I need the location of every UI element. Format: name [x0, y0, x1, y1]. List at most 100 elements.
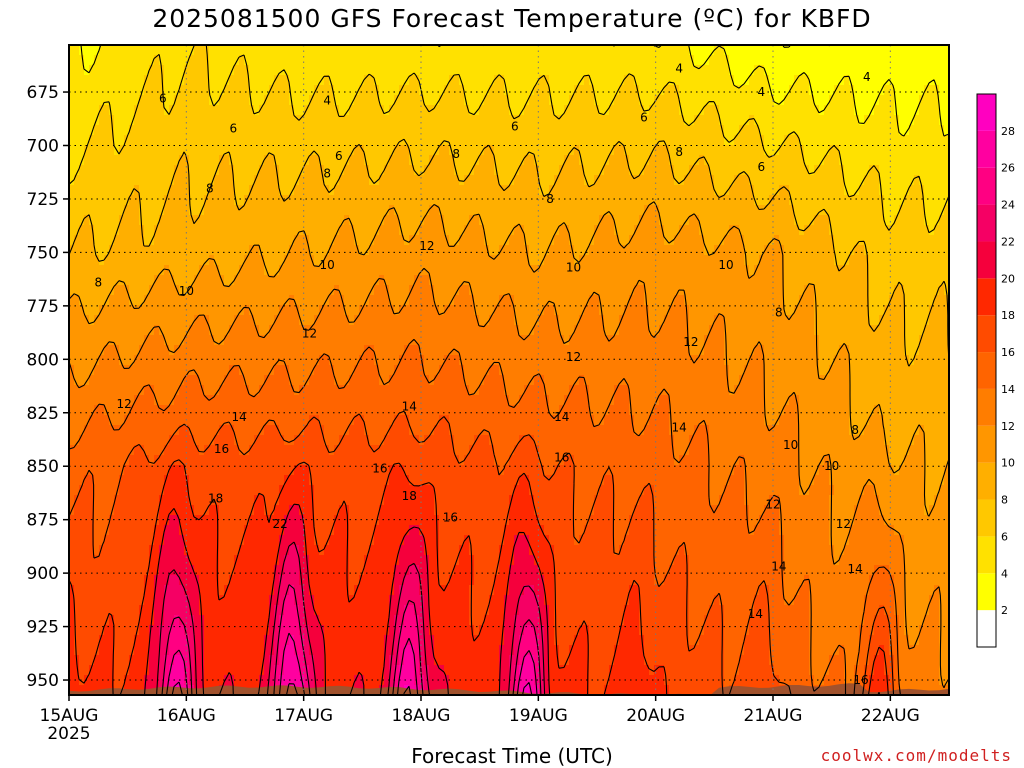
field-cell — [144, 45, 150, 56]
field-cell — [259, 245, 265, 256]
field-cell — [849, 225, 855, 236]
field-cell — [449, 95, 455, 106]
field-cell — [494, 255, 500, 266]
field-cell — [794, 265, 800, 276]
field-cell — [589, 175, 595, 186]
field-cell — [579, 145, 585, 156]
field-cell — [344, 325, 350, 336]
field-cell — [309, 65, 315, 76]
field-cell — [799, 215, 805, 226]
field-cell — [714, 145, 720, 156]
field-cell — [224, 115, 230, 126]
field-cell — [604, 45, 610, 56]
field-cell — [564, 205, 570, 216]
field-cell — [234, 175, 240, 186]
field-cell — [199, 95, 205, 106]
field-cell — [859, 195, 865, 206]
field-cell — [564, 125, 570, 136]
field-cell — [294, 265, 300, 276]
field-cell — [119, 55, 125, 66]
field-cell — [689, 265, 695, 276]
field-cell — [734, 305, 740, 316]
field-cell — [279, 315, 285, 326]
field-cell — [939, 115, 945, 126]
field-cell — [469, 115, 475, 126]
field-cell — [684, 105, 690, 116]
field-cell — [524, 285, 530, 296]
field-cell — [159, 315, 165, 326]
field-cell — [719, 75, 725, 86]
field-cell — [849, 215, 855, 226]
field-cell — [434, 95, 440, 106]
field-cell — [439, 145, 445, 156]
field-cell — [134, 265, 140, 276]
field-cell — [294, 325, 300, 336]
field-cell — [79, 105, 85, 116]
field-cell — [114, 95, 120, 106]
field-cell — [664, 135, 670, 146]
field-cell — [914, 245, 920, 256]
field-cell — [744, 175, 750, 186]
field-cell — [659, 115, 665, 126]
field-cell — [134, 325, 140, 336]
field-cell — [854, 95, 860, 106]
field-cell — [869, 195, 875, 206]
field-cell — [464, 235, 470, 246]
field-cell — [739, 75, 745, 86]
field-cell — [194, 115, 200, 126]
field-cell — [219, 55, 225, 66]
field-cell — [779, 165, 785, 176]
field-cell — [379, 185, 385, 196]
field-cell — [279, 195, 285, 206]
field-cell — [179, 95, 185, 106]
field-cell — [179, 45, 185, 56]
field-cell — [794, 285, 800, 296]
field-cell — [234, 245, 240, 256]
field-cell — [514, 125, 520, 136]
field-cell — [824, 235, 830, 246]
field-cell — [634, 215, 640, 226]
field-cell — [559, 135, 565, 146]
field-cell — [189, 135, 195, 146]
field-cell — [914, 225, 920, 236]
field-cell — [639, 255, 645, 266]
field-cell — [504, 65, 510, 76]
field-cell — [819, 265, 825, 276]
field-cell — [584, 65, 590, 76]
field-cell — [584, 315, 590, 326]
field-cell — [224, 95, 230, 106]
field-cell — [594, 195, 600, 206]
field-cell — [534, 115, 540, 126]
field-cell — [519, 315, 525, 326]
field-cell — [639, 125, 645, 136]
field-cell — [644, 155, 650, 166]
field-cell — [324, 135, 330, 146]
field-cell — [264, 65, 270, 76]
field-cell — [239, 205, 245, 216]
field-cell — [219, 65, 225, 76]
field-cell — [359, 245, 365, 256]
field-cell — [229, 165, 235, 176]
field-cell — [234, 95, 240, 106]
field-cell — [554, 305, 560, 316]
field-cell — [684, 245, 690, 256]
field-cell — [479, 135, 485, 146]
field-cell — [704, 155, 710, 166]
field-cell — [694, 175, 700, 186]
field-cell — [819, 55, 825, 66]
field-cell — [99, 165, 105, 176]
field-cell — [439, 135, 445, 146]
field-cell — [74, 125, 80, 136]
field-cell — [344, 315, 350, 326]
field-cell — [224, 315, 230, 326]
field-cell — [914, 85, 920, 96]
field-cell — [589, 95, 595, 106]
field-cell — [689, 165, 695, 176]
field-cell — [839, 165, 845, 176]
field-cell — [74, 95, 80, 106]
field-cell — [519, 275, 525, 286]
field-cell — [284, 135, 290, 146]
field-cell — [469, 275, 475, 286]
field-cell — [539, 235, 545, 246]
chart-title: 2025081500 GFS Forecast Temperature (ºC)… — [152, 4, 872, 33]
